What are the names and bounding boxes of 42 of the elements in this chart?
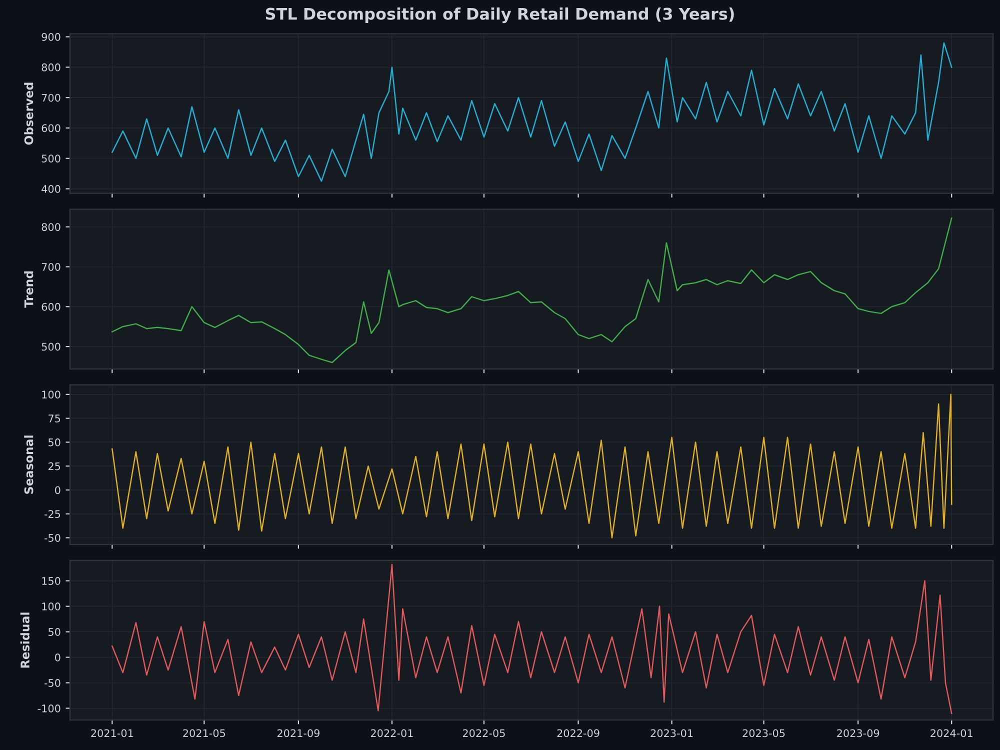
x-tick-label: 2022-09 <box>557 729 600 738</box>
y-tick-label: -100 <box>38 704 60 712</box>
line-series <box>112 564 952 714</box>
y-tick-label: 700 <box>42 94 60 102</box>
y-tick-label: 75 <box>48 414 60 422</box>
y-tick-label: 0 <box>55 654 60 662</box>
y-tick-label: 50 <box>48 628 60 636</box>
line-series <box>112 394 952 538</box>
y-axis-title: Residual <box>20 612 30 668</box>
line-series <box>112 217 952 364</box>
y-tick-label: 500 <box>42 342 60 351</box>
y-tick-label: 800 <box>42 63 60 72</box>
y-tick-label: 700 <box>42 262 60 271</box>
y-tick-label: 800 <box>42 223 60 231</box>
y-axis-title: Seasonal <box>24 436 34 494</box>
y-tick-label: 600 <box>42 124 60 132</box>
y-axis-title: Trend <box>24 271 34 308</box>
x-tick-label: 2021-09 <box>277 729 320 738</box>
y-tick-label: -50 <box>44 679 60 687</box>
y-tick-label: 100 <box>42 602 60 610</box>
x-tick-label: 2021-01 <box>91 729 133 738</box>
y-tick-label: 50 <box>48 438 60 446</box>
y-tick-label: 500 <box>42 154 60 162</box>
y-tick-label: 100 <box>42 390 60 399</box>
x-tick-label: 2022-01 <box>370 729 413 738</box>
y-tick-label: 600 <box>42 302 60 311</box>
y-tick-label: 0 <box>55 486 60 494</box>
y-tick-label: 900 <box>42 33 60 41</box>
x-tick-label: 2023-09 <box>837 729 880 738</box>
y-tick-label: -25 <box>44 510 60 518</box>
y-tick-label: -50 <box>44 534 60 542</box>
line-series <box>112 42 952 182</box>
y-tick-label: 25 <box>48 462 60 470</box>
y-tick-label: 400 <box>42 185 60 193</box>
x-tick-label: 2021-05 <box>183 729 226 738</box>
chart-title: STL Decomposition of Daily Retail Demand (3 Years) <box>266 8 734 24</box>
x-tick-label: 2023-01 <box>650 729 693 738</box>
x-tick-label: 2023-05 <box>742 729 785 738</box>
y-tick-label: 150 <box>42 577 60 585</box>
x-tick-label: 2022-05 <box>462 729 505 738</box>
y-axis-title: Observed <box>24 82 34 145</box>
x-tick-label: 2024-01 <box>930 729 972 738</box>
